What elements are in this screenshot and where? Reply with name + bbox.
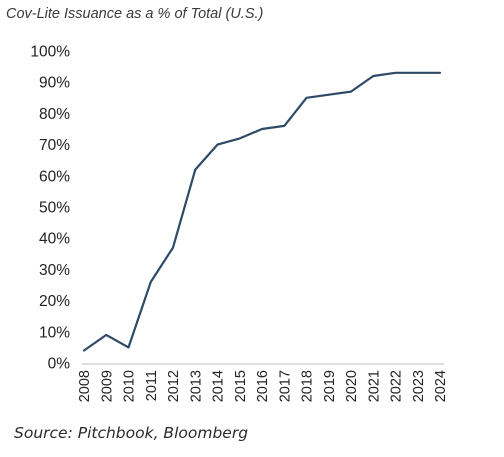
source-note: Source: Pitchbook, Bloomberg <box>14 424 249 442</box>
x-tick-label: 2017 <box>277 370 293 402</box>
y-tick-label: 60% <box>39 168 70 185</box>
y-tick-label: 30% <box>39 262 70 279</box>
x-tick-label: 2019 <box>322 370 338 402</box>
y-tick-label: 90% <box>39 75 70 92</box>
y-tick-label: 0% <box>48 356 71 373</box>
series-line <box>82 71 442 352</box>
x-tick-label: 2015 <box>233 370 249 402</box>
x-tick-label: 2013 <box>188 370 204 402</box>
y-axis: 0% 10% 20% 30% 40% 50% 60% 70% 80% 90% 100% <box>30 44 70 373</box>
y-tick-label: 10% <box>39 324 70 341</box>
x-tick-label: 2014 <box>211 370 227 402</box>
x-axis: 2008 2009 2010 2011 2012 2013 2014 2015 2016 2017… <box>77 363 449 402</box>
chart-title: Cov-Lite Issuance as a % of Total (U.S.) <box>6 6 264 22</box>
y-tick-label: 80% <box>39 106 70 123</box>
x-tick-label: 2018 <box>300 370 316 402</box>
x-tick-label: 2010 <box>122 370 138 402</box>
x-tick-label: 2016 <box>255 370 271 402</box>
x-tick-label: 2024 <box>433 370 449 402</box>
x-tick-label: 2021 <box>366 370 382 402</box>
series-layer <box>82 71 442 352</box>
x-tick-label: 2011 <box>144 370 160 401</box>
x-tick-label: 2023 <box>411 370 427 402</box>
x-tick-label: 2012 <box>166 370 182 402</box>
x-tick-label: 2008 <box>77 370 93 402</box>
y-tick-label: 70% <box>39 137 70 154</box>
y-tick-label: 20% <box>39 293 70 310</box>
y-tick-label: 100% <box>30 44 70 61</box>
x-tick-label: 2022 <box>389 370 405 402</box>
x-tick-label: 2009 <box>99 370 115 402</box>
x-tick-label: 2020 <box>344 370 360 402</box>
y-tick-label: 50% <box>39 200 70 217</box>
y-tick-label: 40% <box>39 231 70 248</box>
